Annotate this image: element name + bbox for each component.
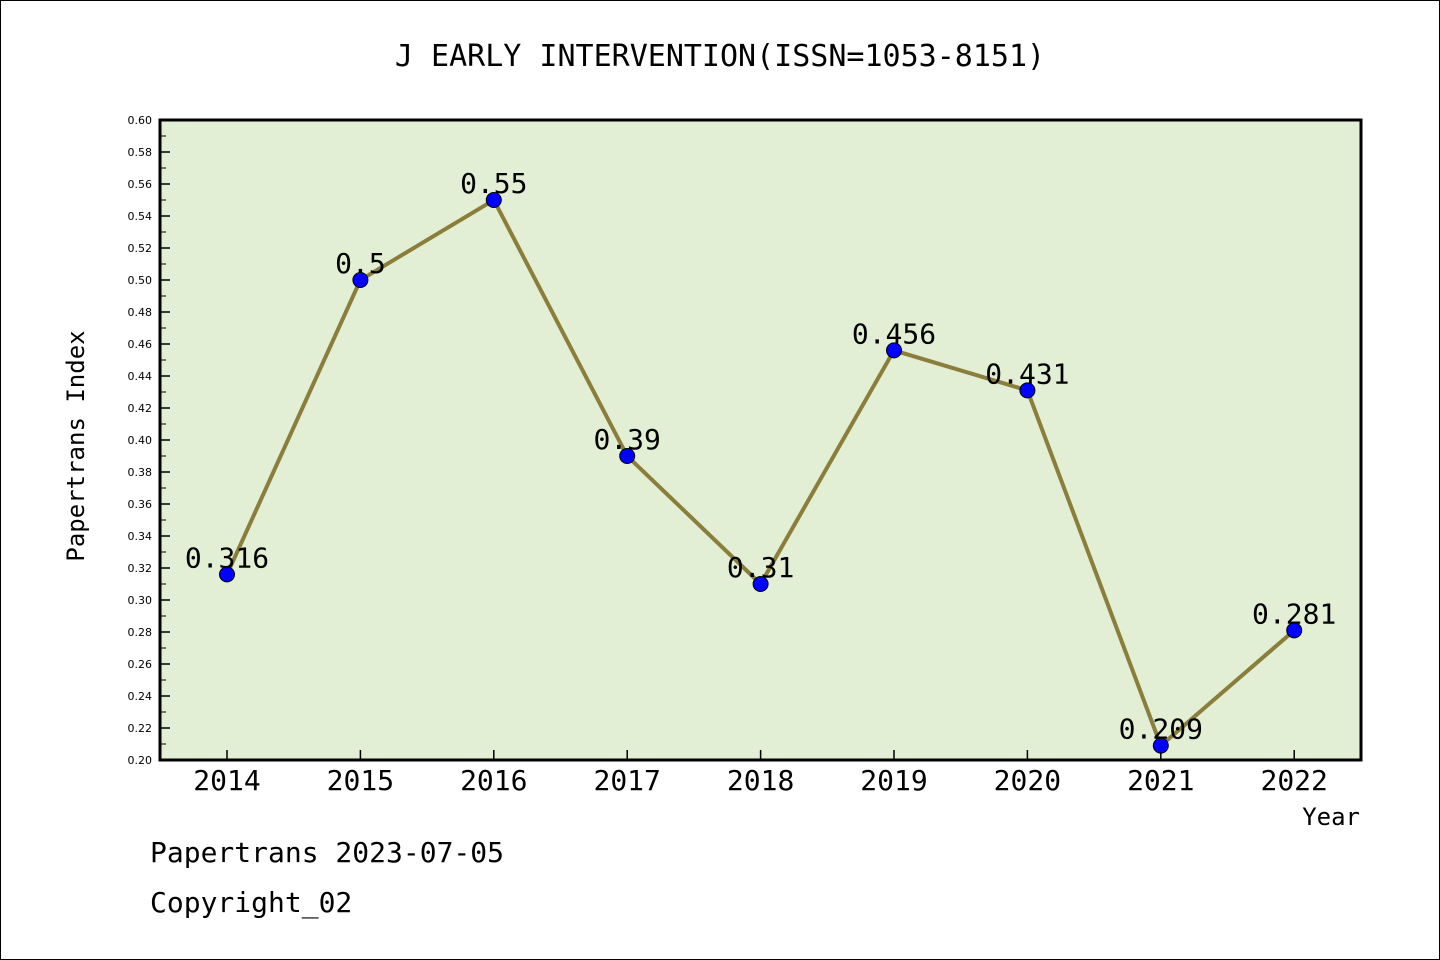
y-tick-label: 0.46 <box>128 338 153 351</box>
y-tick-label: 0.26 <box>128 658 153 671</box>
data-point <box>485 192 502 208</box>
x-tick-label: 2020 <box>994 764 1061 797</box>
y-tick-label: 0.58 <box>128 146 153 159</box>
x-tick-label: 2022 <box>1260 764 1327 797</box>
x-tick-label: 2014 <box>193 764 260 797</box>
data-points <box>219 192 1303 754</box>
data-labels: 0.316 0.5 0.55 0.39 0.31 0.456 0.431 0.209 0.281 <box>185 167 1336 746</box>
data-label: 0.209 <box>1119 713 1203 746</box>
footer-date: Papertrans 2023-07-05 <box>150 836 505 869</box>
y-tick-label: 0.22 <box>128 722 153 735</box>
x-tick-label: 2015 <box>327 764 394 797</box>
data-point <box>619 448 636 464</box>
x-tick-label: 2017 <box>593 764 660 797</box>
y-tick-label: 0.38 <box>128 466 153 479</box>
data-label: 0.55 <box>460 167 527 200</box>
y-tick-label: 0.30 <box>128 594 153 607</box>
chart-title: J EARLY INTERVENTION(ISSN=1053-8151) <box>395 39 1045 74</box>
data-point <box>1152 737 1169 754</box>
y-tick-label: 0.42 <box>128 402 153 415</box>
data-point <box>1019 382 1036 399</box>
data-point <box>886 342 902 359</box>
y-axis-label: Papertrans Index <box>62 330 90 561</box>
x-axis: 2014 2015 2016 2017 2018 2019 2020 2021 2022 <box>193 750 1328 797</box>
data-label: 0.5 <box>335 247 386 280</box>
data-point <box>219 566 235 583</box>
data-label: 0.316 <box>185 541 269 574</box>
y-tick-label: 0.60 <box>128 114 153 127</box>
y-tick-label: 0.48 <box>128 306 153 319</box>
data-point <box>352 272 369 288</box>
data-label: 0.31 <box>727 551 794 584</box>
x-tick-label: 2021 <box>1127 764 1194 797</box>
data-point <box>1286 622 1303 639</box>
y-tick-label: 0.52 <box>128 242 153 255</box>
x-tick-label: 2016 <box>460 764 527 797</box>
y-tick-label: 0.20 <box>128 754 153 767</box>
y-tick-label: 0.32 <box>128 562 153 575</box>
x-tick-label: 2019 <box>860 764 927 797</box>
data-label: 0.281 <box>1252 597 1336 630</box>
data-label: 0.431 <box>985 357 1069 390</box>
y-tick-label: 0.36 <box>128 498 153 511</box>
footer-copyright: Copyright_02 <box>150 886 353 919</box>
y-tick-label: 0.28 <box>128 626 153 639</box>
data-label: 0.39 <box>593 423 660 456</box>
y-tick-label: 0.24 <box>128 690 153 703</box>
y-tick-label: 0.54 <box>128 210 153 223</box>
y-axis: 0.20 0.22 0.24 0.26 0.28 0.30 0.32 0.34 0.36 0.38… <box>128 114 170 767</box>
data-point <box>752 576 769 592</box>
data-label: 0.456 <box>852 317 936 350</box>
y-tick-label: 0.56 <box>128 178 153 191</box>
y-tick-label: 0.40 <box>128 434 153 447</box>
x-axis-label: Year <box>1302 803 1360 831</box>
x-tick-label: 2018 <box>727 764 794 797</box>
plot-area <box>158 118 1363 762</box>
y-tick-label: 0.44 <box>128 370 153 383</box>
y-tick-label: 0.34 <box>128 530 153 543</box>
y-tick-label: 0.50 <box>128 274 153 287</box>
